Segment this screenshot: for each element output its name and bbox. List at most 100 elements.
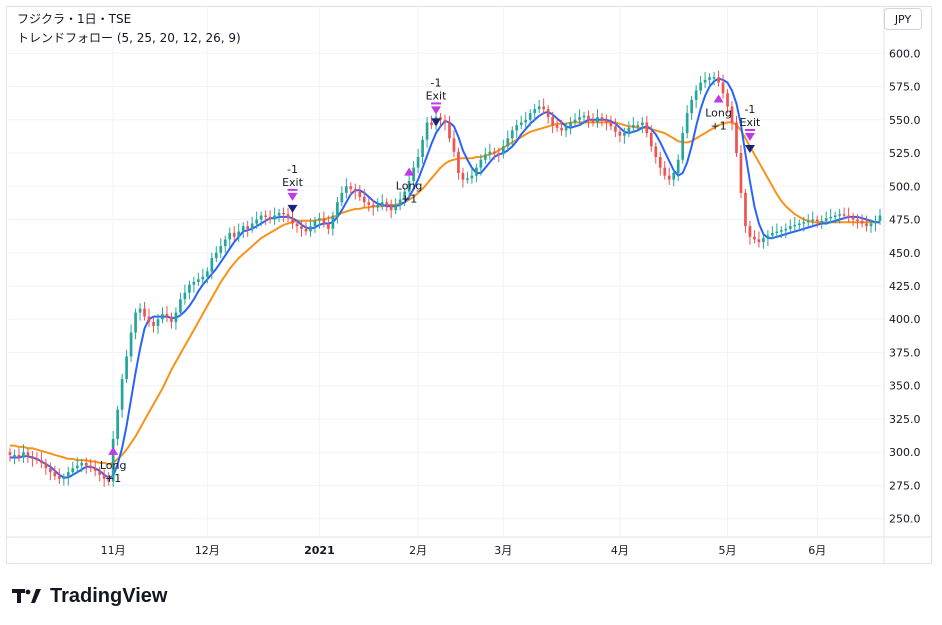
candle-body: [636, 125, 640, 127]
candle-body: [156, 319, 160, 326]
y-tick-label: 550.0: [889, 114, 921, 127]
candle-body: [385, 202, 389, 205]
x-tick-label: 3月: [494, 544, 512, 557]
candle-body: [690, 99, 693, 114]
exit-signal-bar: [744, 129, 755, 132]
candle-body: [847, 215, 850, 218]
candle-body: [246, 226, 250, 229]
candle-body: [779, 230, 783, 232]
candle-body: [40, 460, 43, 463]
tradingview-logo[interactable]: TradingView: [12, 583, 167, 609]
time-axis[interactable]: 11月 12月 2021 2月 3月 4月 5月 6月: [101, 544, 827, 557]
candle-body: [394, 204, 398, 211]
candle-body: [784, 228, 788, 231]
candle-body: [833, 215, 837, 218]
candle-body: [663, 167, 667, 176]
candle-body: [241, 226, 245, 232]
candle-body: [519, 122, 523, 126]
candle-body: [71, 468, 75, 473]
candle-body: [214, 252, 218, 259]
x-tick-label: 4月: [611, 544, 629, 557]
candle-body: [667, 175, 671, 180]
candle-body: [134, 312, 137, 333]
candle-body: [358, 191, 362, 197]
candle-body: [264, 215, 267, 218]
candle-body: [609, 122, 613, 127]
candle-body: [174, 312, 178, 322]
y-tick-label: 300.0: [889, 446, 921, 459]
candle-body: [510, 130, 514, 139]
candle-body: [376, 204, 380, 208]
y-tick-label: 450.0: [889, 247, 921, 260]
candle-body: [699, 82, 702, 91]
candle-body: [152, 321, 155, 326]
candle-body: [748, 226, 752, 237]
candle-body: [291, 218, 294, 224]
candle-body: [120, 379, 124, 410]
candle-body: [380, 202, 384, 205]
candle-body: [600, 117, 604, 120]
y-tick-label: 350.0: [889, 380, 921, 393]
x-tick-label: 6月: [808, 544, 826, 557]
indicator-title[interactable]: トレンドフォロー (5, 25, 20, 12, 26, 9): [17, 31, 241, 45]
y-tick-label: 250.0: [889, 513, 921, 526]
candle-body: [31, 456, 34, 459]
candle-body: [398, 199, 402, 205]
candle-body: [179, 299, 182, 313]
candle-body: [89, 465, 93, 469]
candle-body: [694, 90, 698, 100]
candle-body: [17, 454, 21, 458]
candle-body: [430, 122, 433, 126]
y-tick-label: 275.0: [889, 479, 921, 492]
candle-body: [237, 231, 241, 237]
candle-body: [501, 146, 505, 155]
candle-body: [551, 117, 554, 126]
candle-body: [75, 465, 79, 469]
candle-body: [582, 115, 586, 118]
tradingview-logo-text: TradingView: [50, 584, 168, 607]
candle-body: [192, 282, 196, 285]
exit-signal-bar: [287, 188, 298, 191]
candle-body: [865, 223, 868, 227]
candle-body: [35, 458, 39, 461]
candle-body: [735, 122, 738, 154]
candle-body: [282, 212, 285, 215]
exit-signal-mark: [744, 133, 755, 142]
candle-body: [403, 191, 406, 200]
candle-body: [591, 119, 595, 123]
candle-body: [878, 215, 882, 221]
tradingview-logo-icon: [12, 589, 41, 603]
long-signal-qty: +1: [710, 120, 726, 133]
exit-signal-qty: -1: [744, 103, 755, 116]
candle-body: [371, 204, 375, 208]
exit-signal-qty: -1: [431, 76, 442, 89]
price-axis[interactable]: 250.0 275.0 300.0 325.0 350.0 375.0 400.0 425.0…: [6, 6, 931, 563]
candle-body: [210, 258, 214, 272]
candle-body: [425, 122, 429, 140]
long-signal-qty: +1: [105, 472, 121, 485]
y-tick-label: 475.0: [889, 214, 921, 227]
candle-body: [331, 215, 335, 229]
currency-button[interactable]: JPY: [884, 8, 922, 30]
x-tick-label: 5月: [719, 544, 737, 557]
symbol-title[interactable]: フジクラ・1日・TSE: [17, 12, 132, 26]
candle-body: [44, 462, 48, 469]
candles: [8, 70, 882, 487]
candle-body: [860, 220, 864, 224]
candle-body: [708, 77, 711, 80]
x-tick-label: 12月: [195, 544, 220, 557]
candle-body: [757, 239, 761, 243]
candle-body: [304, 228, 308, 232]
candle-body: [255, 219, 258, 224]
grid: [6, 6, 884, 537]
candle-body: [336, 202, 339, 216]
candle-body: [717, 77, 720, 83]
candle-body: [98, 470, 102, 475]
candle-body: [309, 226, 312, 232]
candle-body: [62, 477, 66, 479]
candle-body: [421, 139, 424, 158]
candle-body: [13, 454, 16, 457]
exit-signal-arrow: [744, 145, 755, 154]
candle-body: [856, 219, 859, 222]
